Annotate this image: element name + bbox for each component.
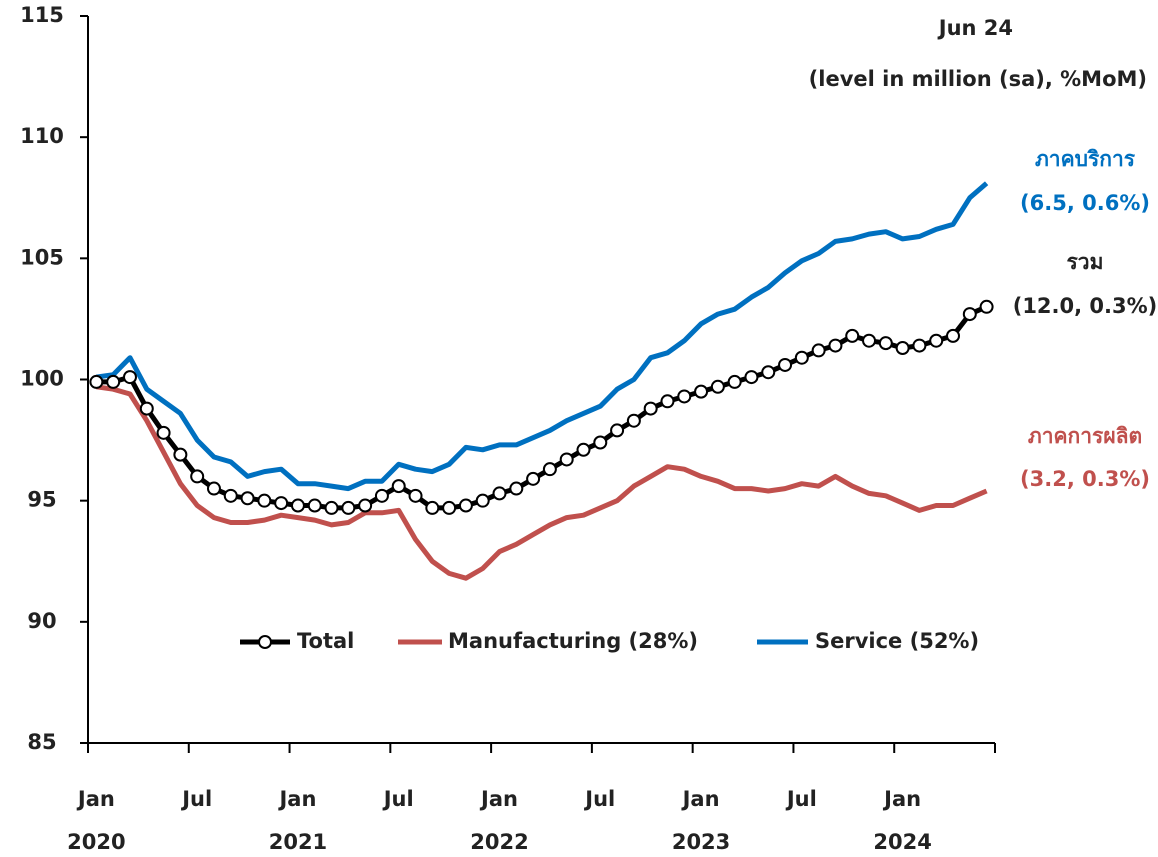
y-tick-label: 95 — [27, 488, 56, 512]
point-marker — [946, 328, 961, 343]
x-tick-label: Jul — [583, 787, 615, 811]
point-marker — [576, 442, 591, 457]
point-marker — [979, 299, 994, 314]
point-marker — [425, 500, 440, 515]
x-group-label: 2023 — [672, 830, 730, 854]
point-marker — [761, 365, 776, 380]
y-tick-label: 115 — [20, 3, 64, 27]
y-tick-label: 100 — [20, 367, 64, 391]
x-group-label: 2021 — [269, 830, 327, 854]
point-marker — [744, 370, 759, 385]
point-marker — [677, 389, 692, 404]
series-line — [96, 384, 988, 581]
x-group-label: 2020 — [67, 830, 125, 854]
y-tick-label: 110 — [20, 124, 64, 148]
point-marker — [223, 488, 238, 503]
point-marker — [828, 338, 843, 353]
point-marker — [542, 462, 557, 477]
point-marker — [274, 496, 289, 511]
point-marker — [660, 394, 675, 409]
point-marker — [240, 491, 255, 506]
annotation: (12.0, 0.3%) — [1013, 294, 1158, 318]
legend-marker — [258, 635, 272, 649]
annotation: ภาคการผลิต — [1028, 424, 1142, 448]
point-marker — [391, 479, 406, 494]
x-group-label: 2024 — [873, 830, 931, 854]
point-marker — [139, 401, 154, 416]
annotation: (3.2, 0.3%) — [1020, 467, 1150, 491]
point-marker — [626, 413, 641, 428]
x-tick-label: Jul — [785, 787, 817, 811]
point-marker — [122, 370, 137, 385]
x-tick-label: Jan — [76, 787, 115, 811]
point-marker — [190, 469, 205, 484]
x-tick-label: Jan — [882, 787, 921, 811]
legend-label: Total — [297, 629, 354, 653]
point-marker — [307, 498, 322, 513]
point-marker — [727, 374, 742, 389]
point-marker — [106, 374, 121, 389]
y-tick-label: 105 — [20, 245, 64, 269]
point-marker — [929, 333, 944, 348]
point-marker — [156, 425, 171, 440]
point-marker — [492, 486, 507, 501]
point-marker — [593, 435, 608, 450]
legend-label: Manufacturing (28%) — [448, 629, 698, 653]
point-marker — [610, 423, 625, 438]
x-tick-label: Jan — [681, 787, 720, 811]
annotation: รวม — [1067, 250, 1104, 274]
y-tick-label: 85 — [27, 730, 56, 754]
point-marker — [324, 500, 339, 515]
point-marker — [694, 384, 709, 399]
point-marker — [811, 343, 826, 358]
point-marker — [206, 481, 221, 496]
point-marker — [526, 471, 541, 486]
point-marker — [89, 374, 104, 389]
x-tick-label: Jan — [479, 787, 518, 811]
point-marker — [358, 498, 373, 513]
point-marker — [458, 498, 473, 513]
point-marker — [341, 500, 356, 515]
annotation: Jun 24 — [937, 16, 1013, 40]
y-tick-label: 90 — [27, 609, 56, 633]
annotation: (6.5, 0.6%) — [1020, 191, 1150, 215]
point-marker — [912, 338, 927, 353]
point-marker — [710, 379, 725, 394]
point-marker — [374, 488, 389, 503]
annotation: ภาคบริการ — [1035, 147, 1136, 171]
point-marker — [895, 340, 910, 355]
point-marker — [442, 500, 457, 515]
legend-label: Service (52%) — [815, 629, 979, 653]
point-marker — [794, 350, 809, 365]
point-marker — [559, 452, 574, 467]
point-marker — [408, 488, 423, 503]
point-marker — [845, 328, 860, 343]
point-marker — [509, 481, 524, 496]
point-marker — [862, 333, 877, 348]
point-marker — [778, 357, 793, 372]
point-marker — [878, 336, 893, 351]
point-marker — [643, 401, 658, 416]
series-line — [96, 181, 989, 492]
x-tick-label: Jul — [382, 787, 414, 811]
point-marker — [173, 447, 188, 462]
x-tick-label: Jul — [180, 787, 212, 811]
x-group-label: 2022 — [470, 830, 528, 854]
point-marker — [290, 498, 305, 513]
x-tick-label: Jan — [277, 787, 316, 811]
point-marker — [257, 493, 272, 508]
annotation: (level in million (sa), %MoM) — [809, 67, 1147, 91]
point-marker — [962, 307, 977, 322]
point-marker — [475, 493, 490, 508]
